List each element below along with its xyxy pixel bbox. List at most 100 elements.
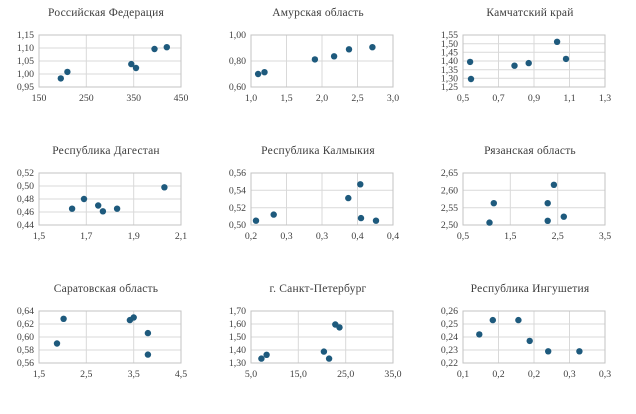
x-tick-label: 0,5 bbox=[457, 231, 469, 242]
y-tick-label: 0,58 bbox=[17, 345, 34, 356]
data-point bbox=[550, 181, 558, 188]
chart-amur-oblast: 0,60 0,80 1,00 1,0 1,5 2,0 2,5 3,0 Амурская обл… bbox=[212, 0, 424, 138]
scatter-plot: 0,50 0,52 0,54 0,56 0,2 0,3 0,3 0,4 0,4 bbox=[229, 168, 399, 242]
data-point bbox=[60, 315, 67, 322]
y-tick-label: 0,60 bbox=[17, 332, 34, 343]
x-tick-label: 0,9 bbox=[528, 93, 540, 104]
plot-border bbox=[462, 34, 606, 88]
data-point bbox=[320, 348, 328, 355]
x-tick-label: 350 bbox=[126, 93, 141, 104]
scatter-plot: 0,44 0,46 0,48 0,50 0,52 1,5 1,7 1,9 2,1 bbox=[17, 168, 187, 242]
data-point bbox=[261, 69, 268, 76]
x-tick-label: 2,5 bbox=[80, 369, 92, 380]
data-point bbox=[372, 217, 380, 224]
chart-title: г. Санкт-Петербург bbox=[269, 283, 367, 295]
x-tick-label: 15,0 bbox=[290, 369, 307, 380]
y-tick-label: 1,70 bbox=[229, 306, 246, 317]
y-tick-label: 1,55 bbox=[441, 30, 458, 41]
y-tick-label: 1,35 bbox=[441, 65, 458, 76]
y-tick-label: 0,60 bbox=[229, 82, 246, 93]
chart-title: Рязанская область bbox=[484, 145, 576, 157]
y-tick-label: 0,56 bbox=[229, 168, 246, 179]
y-tick-label: 0,48 bbox=[17, 194, 34, 205]
data-point bbox=[345, 194, 352, 202]
data-point bbox=[132, 64, 140, 72]
data-point bbox=[486, 219, 493, 226]
x-tick-label: 0,3 bbox=[599, 369, 611, 380]
scatter-plot: 0,95 1,00 1,05 1,10 1,15 150 250 350 450 bbox=[17, 30, 189, 104]
data-point bbox=[526, 337, 533, 345]
plot-border bbox=[38, 34, 182, 88]
chart-ryazan-oblast: 2,50 2,55 2,60 2,65 0,5 1,5 2,5 3,5 Рязанская о… bbox=[424, 138, 636, 276]
chart-title: Российская Федерация bbox=[48, 7, 164, 19]
data-point bbox=[128, 60, 135, 68]
data-point bbox=[467, 75, 475, 83]
y-tick-label: 0,26 bbox=[441, 306, 458, 317]
x-tick-label: 0,3 bbox=[563, 369, 575, 380]
y-tick-label: 1,25 bbox=[441, 82, 458, 93]
data-point bbox=[576, 348, 583, 355]
data-point bbox=[57, 75, 64, 82]
plot-border bbox=[38, 172, 182, 226]
x-tick-label: 0,2 bbox=[528, 369, 540, 380]
data-point bbox=[560, 213, 567, 220]
y-tick-label: 0,95 bbox=[17, 82, 34, 93]
data-point bbox=[466, 58, 474, 66]
data-point bbox=[130, 314, 137, 321]
data-point bbox=[345, 46, 353, 53]
plot-border bbox=[250, 172, 394, 226]
x-tick-label: 0,7 bbox=[492, 93, 504, 104]
data-point bbox=[544, 217, 551, 224]
data-point bbox=[515, 316, 522, 324]
x-tick-label: 0,4 bbox=[387, 231, 399, 242]
plot-border bbox=[250, 310, 394, 364]
x-tick-label: 1,5 bbox=[504, 231, 516, 242]
x-tick-label: 0,2 bbox=[245, 231, 257, 242]
x-tick-label: 1,9 bbox=[128, 231, 140, 242]
y-tick-label: 1,05 bbox=[17, 56, 34, 67]
data-point bbox=[144, 329, 152, 337]
scatter-plot: 0,56 0,58 0,60 0,62 0,64 1,5 2,5 3,5 4,5 bbox=[17, 306, 187, 380]
x-tick-label: 0,1 bbox=[457, 369, 469, 380]
y-tick-label: 0,46 bbox=[17, 207, 34, 218]
y-tick-label: 1,50 bbox=[441, 39, 458, 50]
y-tick-label: 1,10 bbox=[17, 43, 34, 54]
data-point bbox=[357, 214, 365, 222]
data-point bbox=[254, 70, 262, 78]
scatter-plot: 0,60 0,80 1,00 1,0 1,5 2,0 2,5 3,0 bbox=[229, 30, 399, 104]
chart-title: Республика Ингушетия bbox=[470, 283, 590, 295]
chart-republic-of-kalmykia: 0,50 0,52 0,54 0,56 0,2 0,3 0,3 0,4 0,4 Республи… bbox=[212, 138, 424, 276]
y-tick-label: 1,50 bbox=[229, 332, 246, 343]
chart-saratov-oblast: 0,56 0,58 0,60 0,62 0,64 1,5 2,5 3,5 4,5 Саратов… bbox=[0, 276, 212, 414]
x-tick-label: 450 bbox=[174, 93, 189, 104]
data-point bbox=[144, 351, 152, 358]
data-point bbox=[562, 55, 570, 63]
x-tick-label: 150 bbox=[32, 93, 47, 104]
scatter-plot: 2,50 2,55 2,60 2,65 0,5 1,5 2,5 3,5 bbox=[441, 168, 611, 242]
x-tick-label: 2,5 bbox=[552, 231, 564, 242]
y-tick-label: 1,00 bbox=[17, 69, 34, 80]
data-point bbox=[336, 324, 343, 331]
x-tick-label: 5,0 bbox=[245, 369, 257, 380]
data-point bbox=[64, 68, 71, 76]
x-tick-label: 0,3 bbox=[316, 231, 328, 242]
y-tick-label: 0,24 bbox=[441, 332, 458, 343]
chart-republic-of-dagestan: 0,44 0,46 0,48 0,50 0,52 1,5 1,7 1,9 2,1 Республ… bbox=[0, 138, 212, 276]
plot-border bbox=[462, 310, 606, 364]
data-point bbox=[258, 355, 265, 362]
x-tick-label: 1,0 bbox=[245, 93, 257, 104]
y-tick-label: 0,52 bbox=[229, 203, 246, 214]
data-point bbox=[270, 211, 277, 218]
data-point bbox=[330, 53, 338, 60]
y-tick-label: 0,64 bbox=[17, 306, 34, 317]
x-tick-label: 35,0 bbox=[384, 369, 401, 380]
chart-title: Амурская область bbox=[272, 7, 364, 19]
y-tick-label: 0,56 bbox=[17, 358, 34, 369]
y-tick-label: 2,50 bbox=[441, 220, 458, 231]
data-point bbox=[325, 355, 333, 362]
plot-border bbox=[462, 172, 606, 226]
y-tick-label: 0,50 bbox=[17, 181, 34, 192]
chart-title: Республика Дагестан bbox=[52, 145, 160, 157]
x-tick-label: 1,5 bbox=[33, 369, 45, 380]
